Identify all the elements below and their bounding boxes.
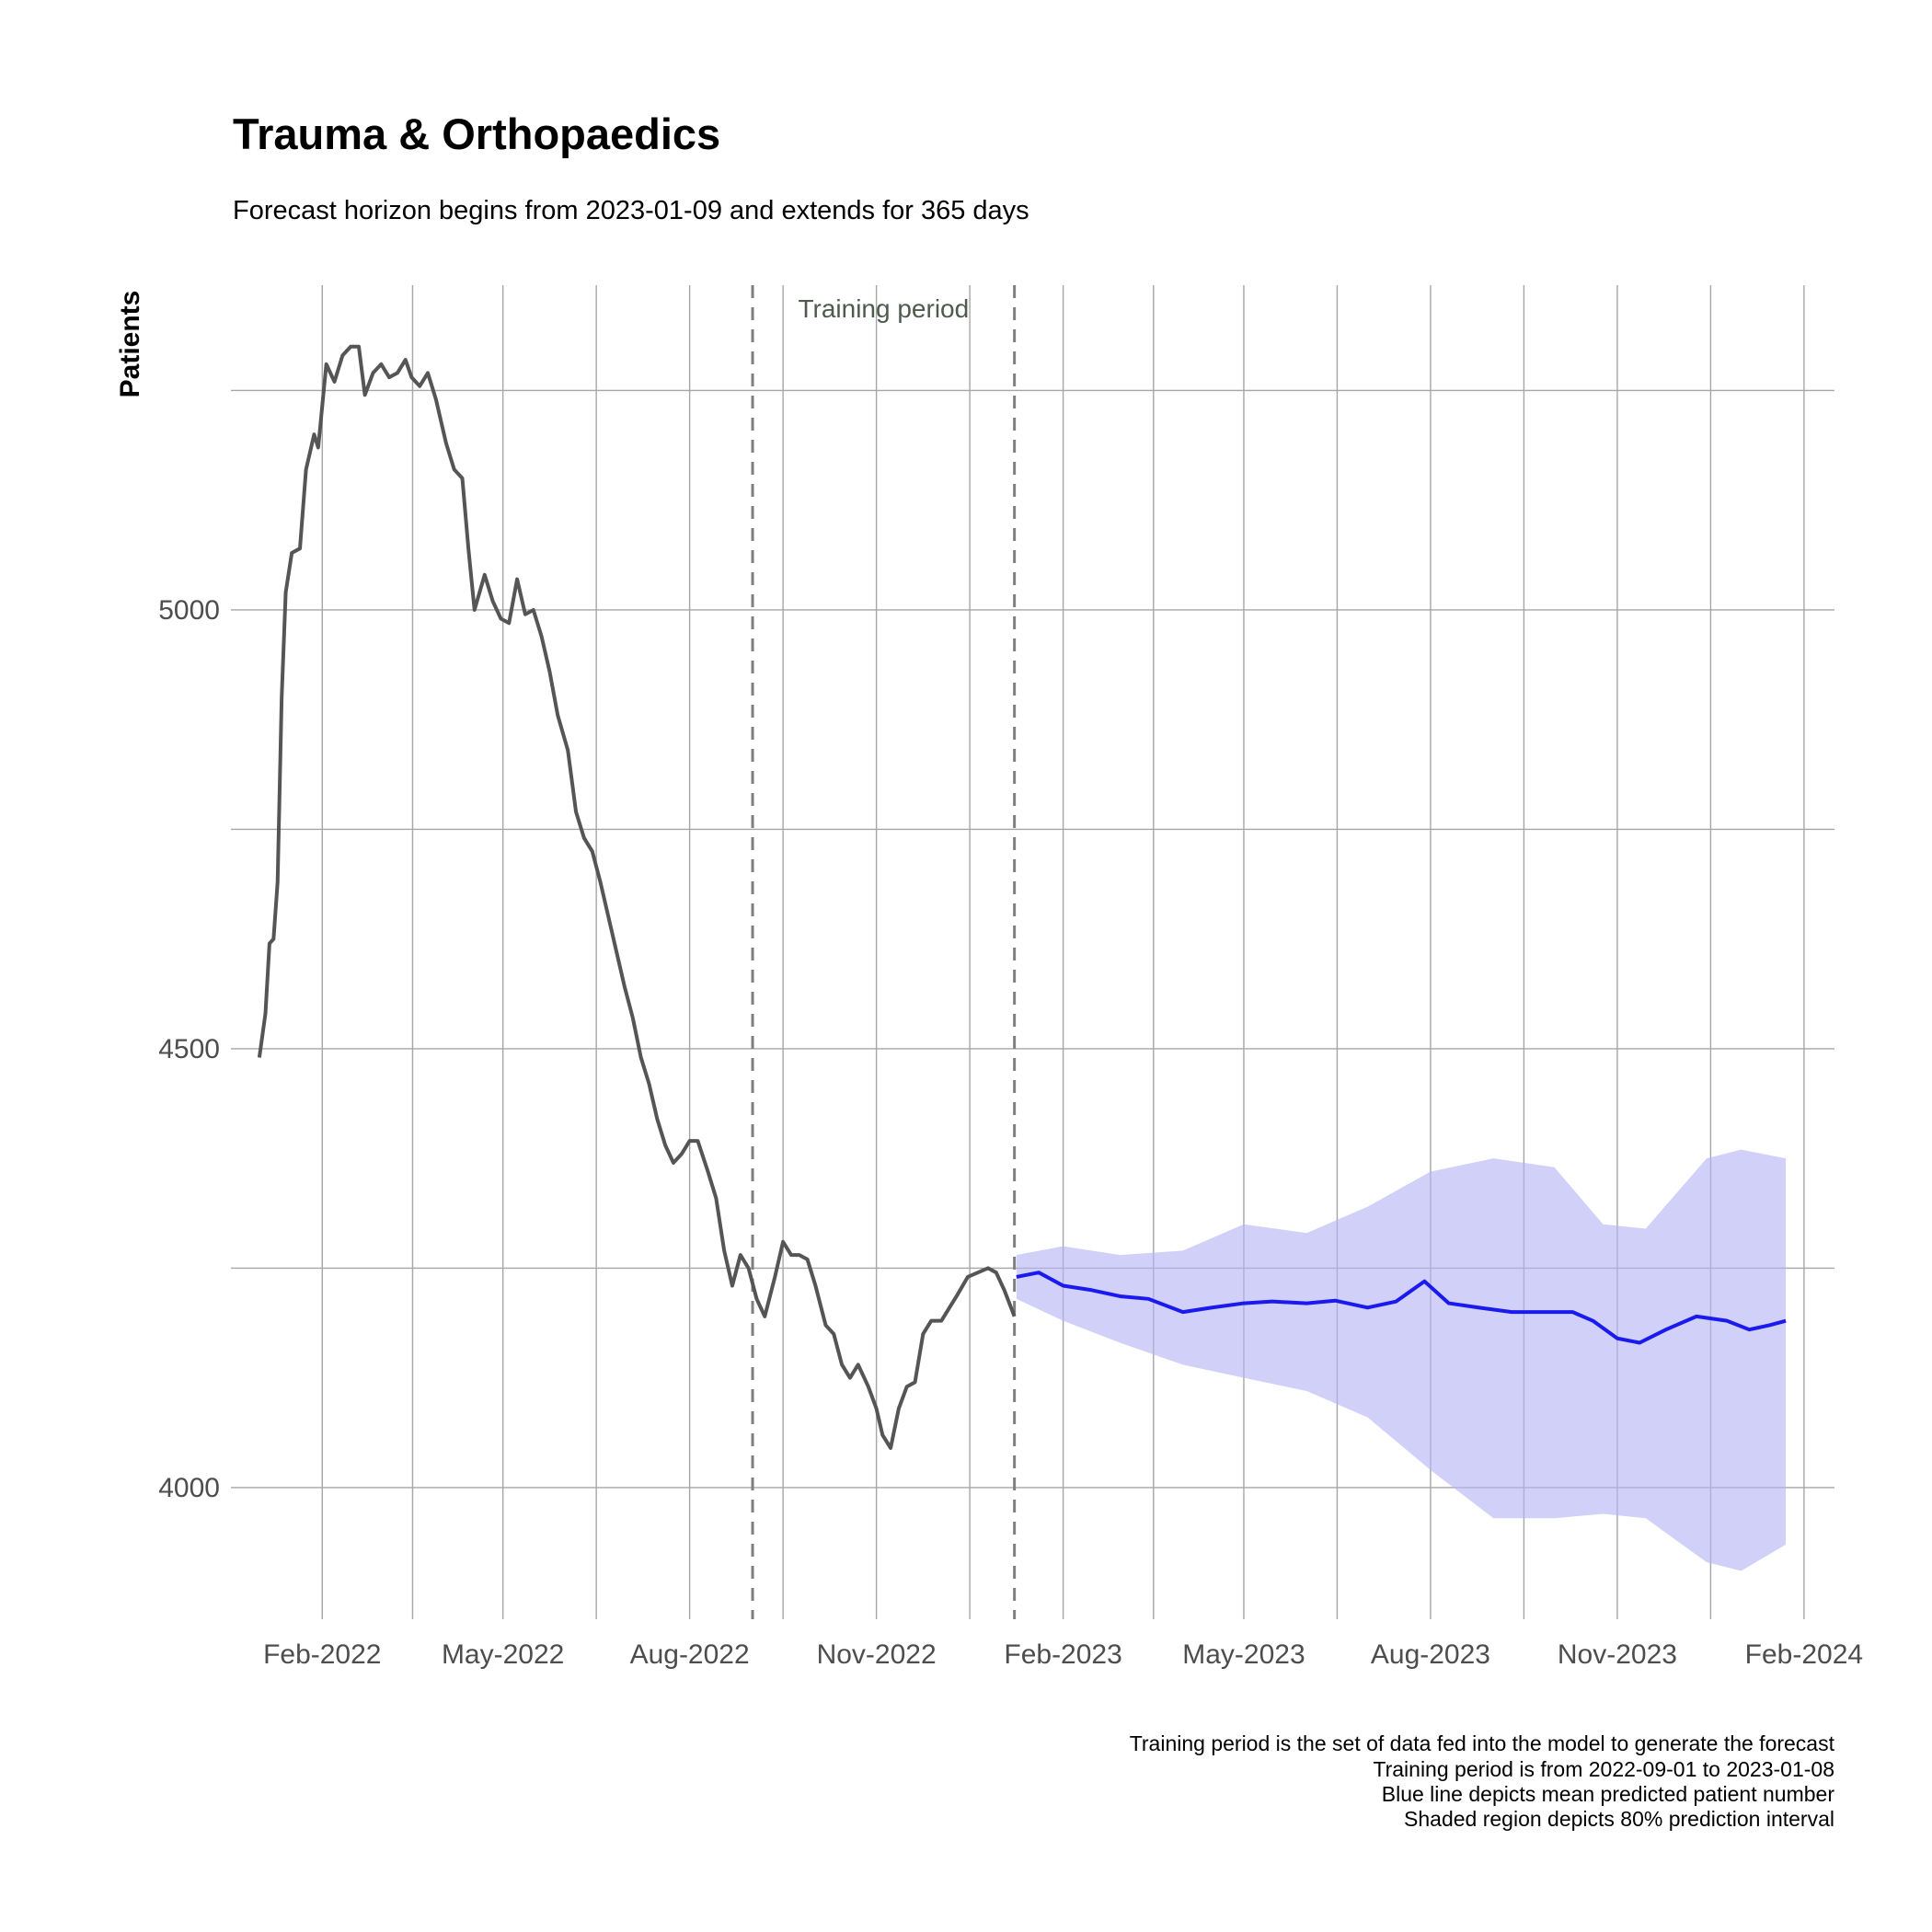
caption-line: Blue line depicts mean predicted patient… bbox=[1382, 1782, 1835, 1806]
training-period-label: Training period bbox=[798, 294, 969, 323]
x-tick-label: Feb-2023 bbox=[1004, 1639, 1121, 1670]
x-tick-label: Aug-2023 bbox=[1371, 1639, 1490, 1670]
chart-title: Trauma & Orthopaedics bbox=[233, 109, 720, 158]
prediction-interval-layer bbox=[1016, 1149, 1787, 1571]
caption: Training period is the set of data fed i… bbox=[1130, 1731, 1835, 1831]
y-tick-labels: 4000 4500 5000 bbox=[158, 595, 220, 1503]
x-tick-label: Nov-2023 bbox=[1558, 1639, 1677, 1670]
y-tick-label: 4500 bbox=[158, 1034, 220, 1064]
y-tick-label: 5000 bbox=[158, 595, 220, 626]
prediction-interval-band bbox=[1016, 1149, 1787, 1571]
y-axis-label: Patients bbox=[115, 291, 145, 398]
x-tick-labels: Feb-2022 May-2022 Aug-2022 Nov-2022 Feb-2023… bbox=[263, 1639, 1863, 1670]
caption-line: Shaded region depicts 80% prediction int… bbox=[1404, 1807, 1834, 1831]
x-tick-label: May-2023 bbox=[1182, 1639, 1305, 1670]
gridlines bbox=[231, 285, 1834, 1619]
x-tick-label: Nov-2022 bbox=[817, 1639, 937, 1670]
chart-subtitle: Forecast horizon begins from 2023-01-09 … bbox=[233, 196, 1029, 225]
x-tick-label: May-2022 bbox=[442, 1639, 564, 1670]
training-period-markers bbox=[751, 285, 1017, 1619]
x-tick-label: Feb-2024 bbox=[1745, 1639, 1863, 1670]
y-tick-label: 4000 bbox=[158, 1473, 220, 1503]
forecast-mean-line bbox=[1016, 1271, 1787, 1345]
x-tick-label: Aug-2022 bbox=[630, 1639, 750, 1670]
x-tick-label: Feb-2022 bbox=[263, 1639, 381, 1670]
historical-line bbox=[257, 344, 1017, 1450]
caption-line: Training period is the set of data fed i… bbox=[1130, 1731, 1835, 1755]
series-layer bbox=[257, 344, 1787, 1450]
caption-line: Training period is from 2022-09-01 to 20… bbox=[1373, 1757, 1834, 1781]
